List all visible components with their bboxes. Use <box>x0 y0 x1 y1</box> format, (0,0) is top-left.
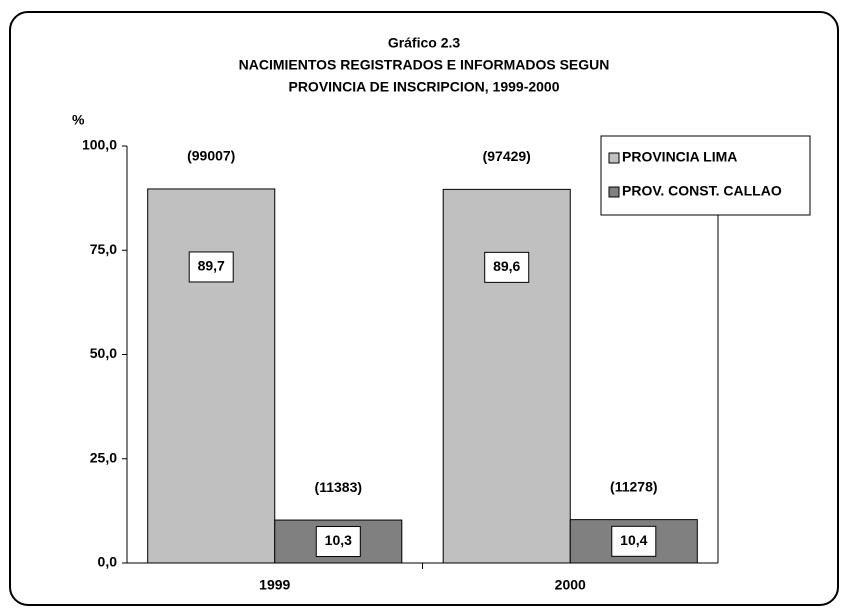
bar-annotation: (97429) <box>483 148 531 164</box>
chart-subtitle: PROVINCIA DE INSCRIPCION, 1999-2000 <box>288 79 559 95</box>
value-label: 10,3 <box>325 532 352 548</box>
bar-annotation: (99007) <box>187 148 235 164</box>
frame <box>9 11 839 606</box>
value-label: 89,6 <box>493 258 520 274</box>
legend <box>600 135 811 216</box>
value-label-box <box>484 251 530 283</box>
y-tick-label: 75,0 <box>90 241 117 257</box>
chart-title: Gráfico 2.3 <box>388 35 461 51</box>
x-tick-label: 1999 <box>259 577 290 593</box>
y-tick-label: 50,0 <box>90 345 117 361</box>
x-tick-label: 2000 <box>555 577 586 593</box>
value-label: 10,4 <box>620 532 647 548</box>
value-label-box <box>188 251 234 283</box>
bar <box>442 188 571 564</box>
bar-annotation: (11383) <box>315 479 362 495</box>
value-label-box <box>611 525 657 557</box>
bar-annotation: (11278) <box>610 478 657 494</box>
y-tick-label: 25,0 <box>90 449 117 465</box>
chart-subtitle: NACIMIENTOS REGISTRADOS E INFORMADOS SEG… <box>239 57 610 73</box>
y-axis-label: % <box>72 112 85 128</box>
legend-swatch <box>608 186 620 198</box>
legend-label: PROVINCIA LIMA <box>622 149 737 165</box>
value-label-box <box>315 526 361 558</box>
value-label: 89,7 <box>198 258 225 274</box>
y-tick-label: 0,0 <box>98 554 118 570</box>
y-tick-label: 100,0 <box>82 137 117 153</box>
legend-swatch <box>608 152 620 164</box>
legend-label: PROV. CONST. CALLAO <box>622 183 782 199</box>
bar <box>147 188 276 564</box>
